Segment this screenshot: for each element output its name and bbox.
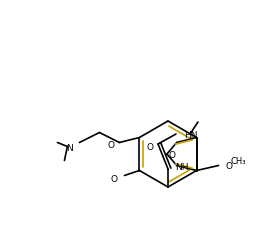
Text: O: O [168,150,175,159]
Text: O: O [111,174,118,183]
Text: O: O [225,161,232,170]
Text: NH: NH [175,163,188,172]
Text: O: O [147,143,153,152]
Text: HN: HN [184,130,198,139]
Text: O: O [108,140,115,149]
Text: N: N [66,144,73,152]
Text: CH₃: CH₃ [231,156,246,165]
